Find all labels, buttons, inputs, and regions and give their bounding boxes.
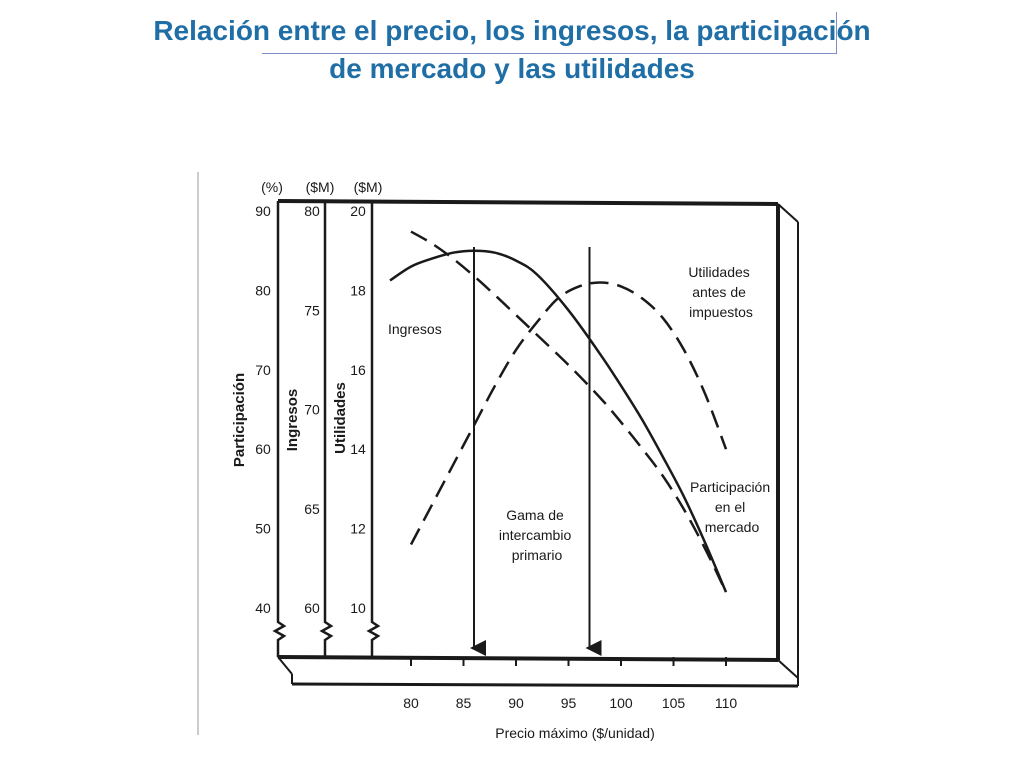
utilidades-tick-label: 14	[350, 441, 366, 457]
x-tick-label: 80	[403, 695, 419, 711]
x-axis-title: Precio máximo ($/unidad)	[495, 725, 655, 741]
utilidades-tick-label: 20	[350, 203, 366, 219]
chart-figure: (%) ($M) ($M) Participación Ingresos Uti…	[196, 168, 816, 743]
chart-svg: (%) ($M) ($M) Participación Ingresos Uti…	[197, 172, 799, 741]
x-tick-labels: 80 85 90 95 100 105 110	[403, 657, 737, 711]
text-cursor	[836, 12, 837, 54]
participacion-series-label: Participación en el mercado	[690, 479, 774, 535]
x-tick-label: 105	[662, 695, 686, 711]
utilidades-tick-label: 18	[350, 282, 366, 298]
utilidades-axis-title: Utilidades	[332, 382, 349, 454]
x-tick-label: 110	[715, 695, 738, 711]
ingresos-tick-label: 60	[304, 600, 320, 616]
gama-annotation: Gama de intercambio primario	[499, 507, 575, 563]
ingresos-tick-labels: 60 65 70 75 80	[304, 203, 320, 616]
utilidades-line	[409, 281, 728, 546]
utilidades-tick-label: 16	[350, 362, 366, 378]
participacion-tick-label: 90	[255, 203, 271, 219]
participacion-tick-label: 70	[255, 362, 271, 378]
plot-frame	[197, 172, 799, 735]
participacion-tick-label: 40	[255, 600, 271, 616]
x-tick-label: 85	[456, 695, 472, 711]
participacion-line	[410, 230, 728, 593]
ingresos-tick-label: 75	[304, 302, 320, 318]
ingresos-unit-label: ($M)	[306, 179, 335, 195]
y-axis-utilidades	[366, 201, 381, 657]
x-tick-label: 100	[609, 695, 633, 711]
slide-title-line-2: de mercado y las utilidades	[329, 53, 695, 84]
utilidades-series-label: Utilidades antes de impuestos	[688, 264, 753, 320]
slide-title-line-1: Relación entre el precio, los ingresos, …	[153, 15, 871, 46]
y-axis-ingresos	[319, 201, 334, 657]
participacion-tick-label: 60	[255, 441, 271, 457]
range-arrows	[470, 247, 602, 656]
participacion-unit-label: (%)	[261, 179, 283, 195]
ingresos-tick-label: 70	[304, 402, 320, 418]
utilidades-tick-labels: 10 12 14 16 18 20	[350, 203, 366, 616]
ingresos-line	[389, 249, 728, 593]
participacion-tick-labels: 40 50 60 70 80 90	[255, 203, 271, 616]
series-layer	[389, 230, 728, 593]
x-tick-label: 90	[508, 695, 524, 711]
utilidades-tick-label: 12	[350, 521, 366, 537]
y-axis-participacion	[272, 201, 287, 657]
ingresos-axis-title: Ingresos	[284, 389, 301, 452]
ingresos-series-label: Ingresos	[388, 321, 442, 337]
participacion-tick-label: 50	[255, 521, 271, 537]
ingresos-tick-label: 80	[304, 203, 320, 219]
participacion-tick-label: 80	[255, 282, 271, 298]
x-tick-label: 95	[561, 695, 577, 711]
title-underline	[262, 53, 836, 54]
slide-title: Relación entre el precio, los ingresos, …	[40, 12, 984, 88]
participacion-axis-title: Participación	[231, 373, 248, 467]
utilidades-unit-label: ($M)	[354, 179, 383, 195]
utilidades-tick-label: 10	[350, 600, 366, 616]
ingresos-tick-label: 65	[304, 501, 320, 517]
